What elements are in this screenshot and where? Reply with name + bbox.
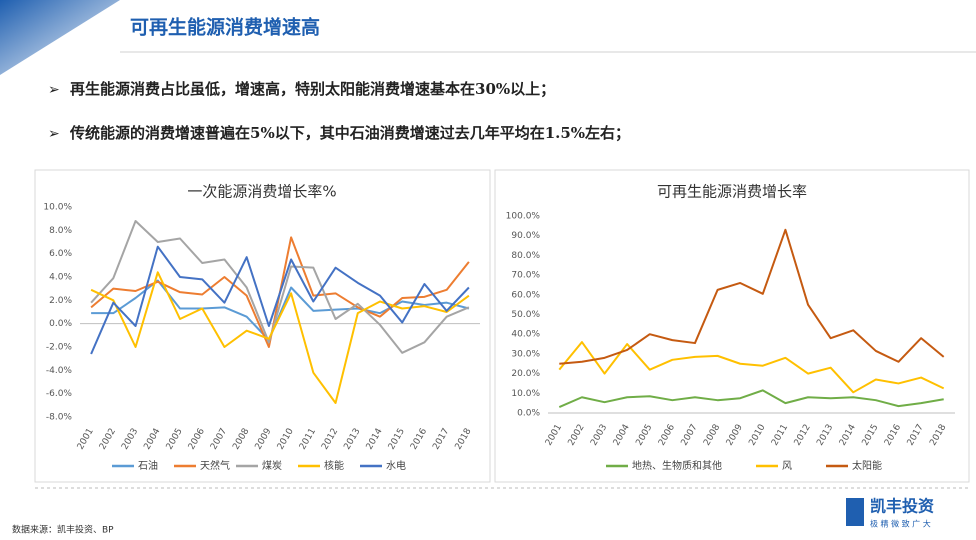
legend-label: 水电 xyxy=(386,459,406,472)
x-tick-label: 2013 xyxy=(342,427,362,452)
legend-label: 煤炭 xyxy=(262,459,282,472)
legend-label: 石油 xyxy=(138,459,158,472)
x-tick-label: 2008 xyxy=(231,427,251,452)
legend-label: 核能 xyxy=(324,459,344,472)
x-tick-label: 2015 xyxy=(387,427,407,452)
y-tick-label: 10.0% xyxy=(511,389,540,399)
series-line xyxy=(90,271,470,404)
chart-title: 一次能源消费增长率% xyxy=(187,183,336,201)
series-line xyxy=(90,220,470,354)
bullet: 传统能源的消费增速普遍在5%以下，其中石油消费增速过去几年平均在1.5%左右； xyxy=(69,124,630,142)
chart-panel xyxy=(494,169,970,483)
series-line xyxy=(90,245,470,355)
x-tick-label: 2011 xyxy=(298,427,318,452)
legend-label: 风 xyxy=(782,460,792,472)
x-tick-label: 2012 xyxy=(793,423,813,448)
x-tick-label: 2015 xyxy=(861,423,881,448)
y-tick-label: 8.0% xyxy=(49,226,72,236)
x-tick-label: 2009 xyxy=(725,423,745,448)
x-tick-label: 2002 xyxy=(98,427,118,452)
y-tick-label: 80.0% xyxy=(511,251,540,261)
x-tick-label: 2013 xyxy=(815,423,835,448)
slide-title: 可再生能源消费增速高 xyxy=(130,16,320,39)
y-tick-label: -8.0% xyxy=(46,413,73,423)
x-tick-label: 2011 xyxy=(770,423,790,448)
x-tick-label: 2017 xyxy=(431,427,451,452)
x-tick-label: 2009 xyxy=(254,427,274,452)
bullet-marker: ➢ xyxy=(48,126,60,142)
x-tick-label: 2017 xyxy=(906,423,926,448)
x-tick-label: 2002 xyxy=(567,423,587,448)
chart-title: 可再生能源消费增长率 xyxy=(657,183,807,201)
x-tick-label: 2001 xyxy=(544,423,564,448)
series-line xyxy=(558,389,944,409)
series-line xyxy=(559,228,945,365)
bullet: 再生能源消费占比虽低，增速高，特别太阳能消费增速基本在30%以上； xyxy=(70,80,555,98)
y-tick-label: -6.0% xyxy=(46,389,73,399)
y-tick-label: 50.0% xyxy=(511,310,540,320)
x-tick-label: 2014 xyxy=(365,427,385,452)
logo-name: 凯丰投资 xyxy=(870,497,934,516)
legend-label: 天然气 xyxy=(200,459,230,472)
y-tick-label: -2.0% xyxy=(46,343,73,353)
x-tick-label: 2003 xyxy=(120,427,140,452)
x-tick-label: 2005 xyxy=(165,427,185,452)
series-line xyxy=(558,341,945,394)
x-tick-label: 2016 xyxy=(883,423,903,448)
x-tick-label: 2010 xyxy=(276,427,296,452)
legend-label: 地热、生物质和其他 xyxy=(632,459,722,472)
y-tick-label: 30.0% xyxy=(511,349,540,359)
x-tick-label: 2016 xyxy=(409,427,429,452)
source-note: 数据来源：凯丰投资、BP xyxy=(12,524,114,536)
y-tick-label: 6.0% xyxy=(49,249,72,259)
x-tick-label: 2010 xyxy=(747,423,767,448)
y-tick-label: 2.0% xyxy=(49,296,72,306)
x-tick-label: 2006 xyxy=(657,423,677,448)
y-tick-label: 0.0% xyxy=(49,319,72,329)
logo-mark xyxy=(846,498,864,526)
corner-decoration xyxy=(0,0,120,75)
x-tick-label: 2004 xyxy=(142,427,162,452)
y-tick-label: 90.0% xyxy=(511,231,540,241)
y-tick-label: -4.0% xyxy=(46,366,73,376)
y-tick-label: 20.0% xyxy=(511,369,540,379)
logo-tagline: 极 精 微 致 广 大 xyxy=(870,519,931,529)
y-tick-label: 40.0% xyxy=(511,330,540,340)
x-tick-label: 2006 xyxy=(187,427,207,452)
x-tick-label: 2014 xyxy=(838,423,858,448)
x-tick-label: 2004 xyxy=(612,423,632,448)
legend-label: 太阳能 xyxy=(852,459,882,472)
bullet-marker: ➢ xyxy=(48,82,60,98)
x-tick-label: 2012 xyxy=(320,427,340,452)
x-tick-label: 2018 xyxy=(928,423,948,448)
x-tick-label: 2007 xyxy=(209,427,229,452)
y-tick-label: 60.0% xyxy=(511,290,540,300)
y-tick-label: 100.0% xyxy=(506,212,541,222)
y-tick-label: 70.0% xyxy=(511,271,540,281)
x-tick-label: 2007 xyxy=(680,423,700,448)
x-tick-label: 2008 xyxy=(702,423,722,448)
x-tick-label: 2001 xyxy=(76,427,96,452)
x-tick-label: 2018 xyxy=(454,427,474,452)
y-tick-label: 0.0% xyxy=(517,409,540,419)
x-tick-label: 2003 xyxy=(589,423,609,448)
y-tick-label: 4.0% xyxy=(49,273,72,283)
chart-panel xyxy=(34,169,491,483)
y-tick-label: 10.0% xyxy=(43,203,72,213)
x-tick-label: 2005 xyxy=(634,423,654,448)
